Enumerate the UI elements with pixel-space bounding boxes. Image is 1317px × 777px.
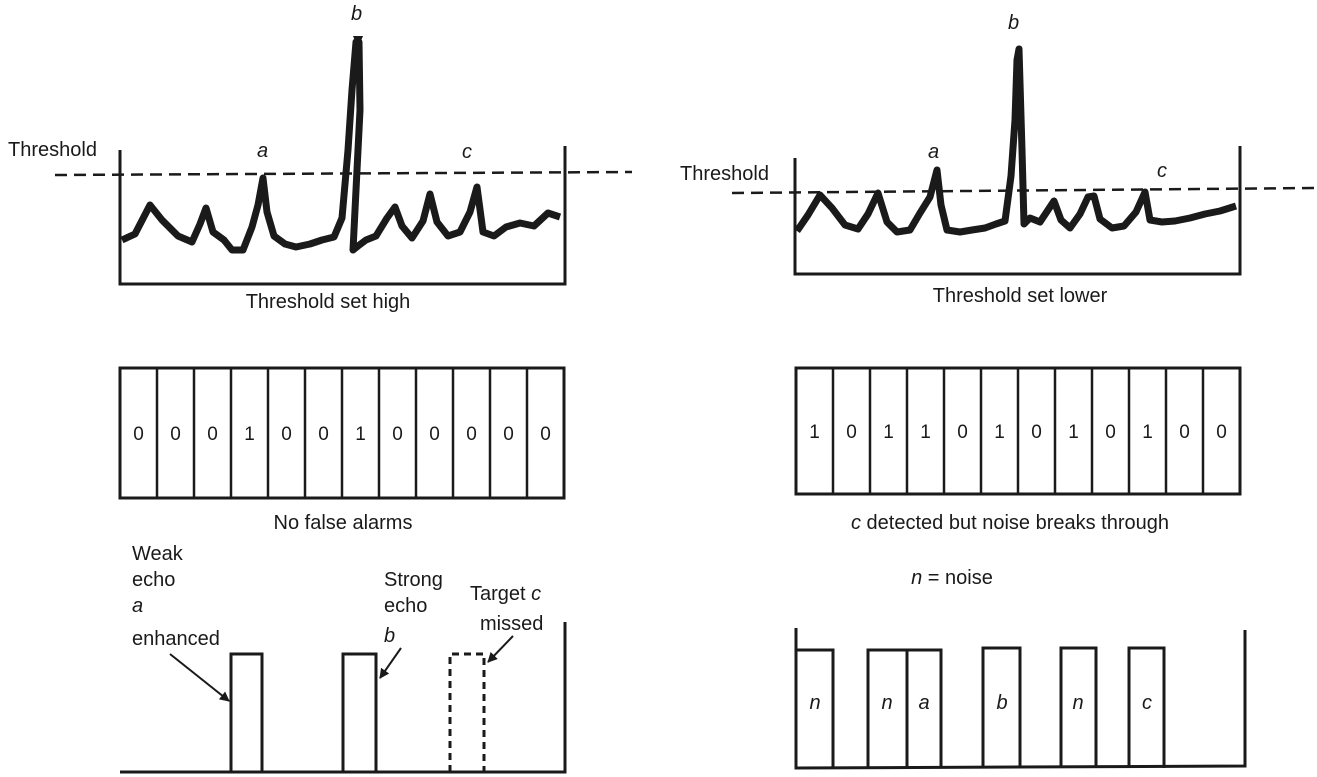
right-bit-value: 0 xyxy=(1179,422,1190,443)
left-pulse-c-missed xyxy=(448,652,486,772)
left-bit-value: 0 xyxy=(540,424,551,445)
right-pulse-label: n xyxy=(881,692,892,714)
right-caption: Threshold set lower xyxy=(933,285,1108,307)
right-threshold-label: Threshold xyxy=(680,163,769,185)
noise-legend-letter: n xyxy=(911,567,922,589)
left-bit-value: 0 xyxy=(133,424,144,445)
right-pulse-a xyxy=(907,648,943,768)
right-pulse-b xyxy=(981,646,1022,768)
weak-echo-label-4: enhanced xyxy=(132,628,220,650)
left-output-panel: Weak echo a enhanced Strong echo b Targe… xyxy=(120,543,567,774)
right-bit-value: 0 xyxy=(1216,422,1227,443)
right-bit-value: 0 xyxy=(846,422,857,443)
left-peak-label-a: a xyxy=(257,140,268,162)
right-bit-value: 1 xyxy=(920,422,931,443)
left-threshold-label: Threshold xyxy=(8,139,97,161)
right-pulse-label: b xyxy=(996,692,1007,714)
left-bit-value: 0 xyxy=(318,424,329,445)
left-bit-value: 0 xyxy=(392,424,403,445)
right-pulse-label: c xyxy=(1142,692,1152,714)
left-bits-caption: No false alarms xyxy=(274,512,413,534)
right-pulse-label: n xyxy=(1072,692,1083,714)
left-bit-cells: 0 0 0 1 0 0 1 0 0 0 0 0 xyxy=(133,368,551,498)
right-bits-caption-letter: c xyxy=(851,512,861,534)
missed-target-arrow xyxy=(487,635,514,663)
left-bit-value: 1 xyxy=(244,424,255,445)
strong-echo-label-2: echo xyxy=(384,595,427,617)
left-peak-label-b: b xyxy=(351,3,362,25)
right-bits-caption: c detected but noise breaks through xyxy=(851,512,1169,534)
left-noise-trace xyxy=(120,38,562,254)
right-bits-caption-rest: detected but noise breaks through xyxy=(861,512,1169,534)
left-pulse-b xyxy=(341,652,378,772)
strong-echo-label-1: Strong xyxy=(384,569,443,591)
strong-echo-label-3: b xyxy=(384,625,395,647)
left-bit-value: 1 xyxy=(355,424,366,445)
left-signal-panel: Threshold a b c Threshold set high xyxy=(8,3,633,313)
right-pulse-label: a xyxy=(918,692,929,714)
right-bit-value: 1 xyxy=(1142,422,1153,443)
right-signal-box xyxy=(793,146,1242,276)
left-peak-b-tip xyxy=(353,36,363,48)
right-pulse-label: n xyxy=(809,692,820,714)
missed-target-letter: c xyxy=(531,583,541,605)
right-peak-label-b: b xyxy=(1008,12,1019,34)
weak-echo-label-2: echo xyxy=(132,569,175,591)
right-bit-value: 1 xyxy=(994,422,1005,443)
right-pulse-c xyxy=(1127,646,1166,768)
right-bit-value: 1 xyxy=(1068,422,1079,443)
left-bit-value: 0 xyxy=(207,424,218,445)
right-bit-value: 0 xyxy=(1105,422,1116,443)
right-bit-register: 1 0 1 1 0 1 0 1 0 1 0 0 c detected but noise breaks… xyxy=(794,366,1242,534)
left-bit-value: 0 xyxy=(429,424,440,445)
right-bit-value: 0 xyxy=(1031,422,1042,443)
missed-target-label-2: missed xyxy=(480,613,543,635)
left-bit-value: 0 xyxy=(281,424,292,445)
noise-legend: n = noise xyxy=(911,567,993,589)
missed-target-text: Target xyxy=(470,583,531,605)
right-noise-trace xyxy=(794,45,1238,236)
right-pulse-n1 xyxy=(796,648,835,768)
noise-legend-rest: = noise xyxy=(922,567,993,589)
left-bit-value: 0 xyxy=(170,424,181,445)
right-signal-panel: Threshold a b c Threshold set lower xyxy=(680,12,1317,307)
right-pulse-n3 xyxy=(1059,646,1098,768)
right-pulse-n2 xyxy=(866,648,909,768)
left-caption: Threshold set high xyxy=(246,291,411,313)
missed-target-label-1: Target c xyxy=(470,583,541,605)
weak-echo-label-3: a xyxy=(132,595,143,617)
right-bit-value: 0 xyxy=(957,422,968,443)
weak-echo-label-1: Weak xyxy=(132,543,184,565)
weak-echo-arrow xyxy=(169,653,230,702)
left-signal-box xyxy=(118,146,567,286)
left-peak-label-c: c xyxy=(462,141,472,163)
strong-echo-arrow xyxy=(379,647,402,679)
left-output-baseline xyxy=(120,622,567,774)
right-bit-cells: 1 0 1 1 0 1 0 1 0 1 0 0 xyxy=(809,368,1227,494)
left-bit-value: 0 xyxy=(466,424,477,445)
right-bit-value: 1 xyxy=(883,422,894,443)
right-output-panel: n = noise n n a b n c xyxy=(794,567,1247,770)
right-bit-value: 1 xyxy=(809,422,820,443)
left-bit-value: 0 xyxy=(503,424,514,445)
left-pulse-a xyxy=(229,652,264,772)
right-peak-label-c: c xyxy=(1157,160,1167,182)
right-peak-label-a: a xyxy=(928,141,939,163)
left-bit-register: 0 0 0 1 0 0 1 0 0 0 0 0 No false alarms xyxy=(118,366,566,534)
